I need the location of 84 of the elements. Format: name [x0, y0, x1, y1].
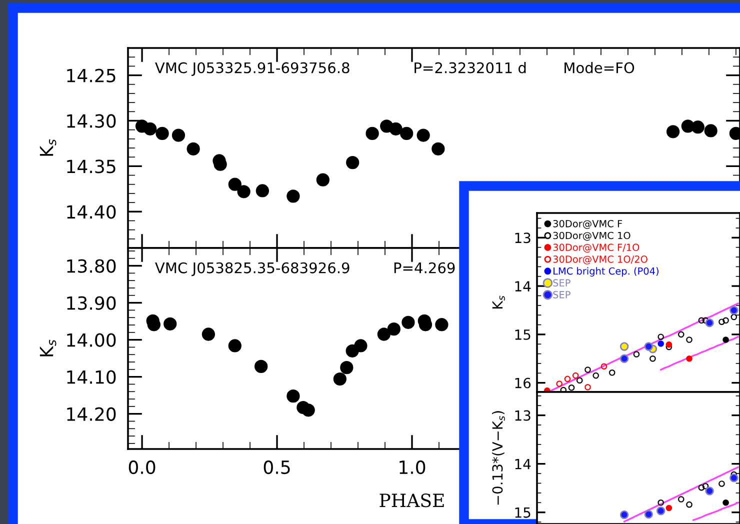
y-tick-label: 14.20 [67, 407, 116, 421]
annotation: VMC J053325.91-693756.8 [155, 62, 350, 76]
point [186, 142, 200, 156]
y-tick-label: 15 [515, 330, 530, 340]
x-tick-label: 1.0 [400, 460, 426, 474]
point [730, 474, 738, 482]
point [416, 128, 430, 142]
point [666, 125, 680, 138]
point [346, 156, 360, 170]
y-axis-title: K$_{s}$ [492, 296, 505, 308]
point [620, 510, 629, 520]
point [691, 120, 704, 134]
y-axis-title: −0.13*(V−K$_{s}$) [492, 411, 505, 505]
y-tick-label: 13 [515, 232, 530, 244]
point [144, 122, 157, 136]
legend-label: SEP [553, 291, 570, 298]
y-tick-label: 15 [515, 508, 530, 518]
legend-label: 30Dor@VMC 1O [553, 232, 630, 241]
y-tick-label: 13 [515, 410, 530, 421]
point [377, 328, 390, 341]
point [722, 336, 729, 343]
x-tick-label: 0.5 [264, 460, 290, 474]
point [256, 184, 270, 198]
point [432, 142, 445, 156]
x-axis-title: PHASE [380, 494, 444, 508]
point [686, 355, 692, 362]
y-axis-title: K$_{s}$ [40, 139, 56, 156]
point [172, 128, 186, 142]
point [730, 306, 738, 315]
legend-label: LMC bright Cep. (P04) [554, 267, 658, 277]
legend-label: 30Dor@VMC F/1O [553, 244, 640, 253]
y-tick-label: 14 [515, 281, 531, 292]
point [354, 339, 368, 352]
annotation: P=4.269 [394, 262, 455, 274]
point [156, 126, 169, 140]
point [316, 173, 330, 186]
y-tick-label: 14.25 [67, 68, 116, 82]
point [666, 341, 672, 348]
annotation: VMC J053825.35-683926.9 [155, 262, 350, 276]
y-tick-label: 16 [515, 378, 531, 388]
point [400, 126, 414, 140]
point [228, 339, 242, 352]
point [704, 124, 718, 138]
legend-label: SEP [553, 279, 570, 287]
line-series [660, 336, 739, 371]
point [202, 328, 216, 341]
y-tick-label: 14.10 [67, 370, 116, 384]
point [286, 190, 300, 203]
point [620, 342, 629, 351]
y-tick-label: 13.80 [67, 259, 116, 273]
legend-label: 30Dor@VMC 1O/2O [553, 255, 648, 264]
point [644, 342, 654, 351]
point [340, 360, 354, 374]
point [302, 404, 315, 417]
annotation: Mode=FO [564, 62, 634, 74]
point [620, 354, 629, 363]
point [366, 126, 379, 140]
x-tick-label: 0.0 [128, 460, 156, 474]
point [333, 372, 346, 386]
point [228, 178, 242, 191]
point [666, 504, 672, 512]
y-tick-label: 14.40 [67, 205, 116, 219]
point [387, 322, 400, 336]
point [254, 360, 268, 374]
point [722, 499, 729, 506]
point [164, 317, 177, 330]
point [705, 318, 714, 328]
point [705, 486, 714, 496]
y-tick-label: 14.30 [67, 114, 116, 128]
y-tick-label: 13.90 [67, 296, 116, 310]
point [644, 510, 654, 519]
y-axis-title: K$_{s}$ [40, 340, 56, 356]
y-tick-label: 14.00 [67, 333, 116, 347]
point [656, 506, 666, 516]
point [402, 316, 415, 329]
point [389, 122, 402, 136]
point [658, 340, 664, 347]
point [435, 318, 448, 332]
annotation: P=2.3232011 d [414, 62, 526, 74]
y-tick-label: 14 [515, 458, 531, 470]
legend-label: 30Dor@VMC F [553, 220, 622, 229]
point [286, 390, 300, 403]
y-tick-label: 14.35 [67, 160, 116, 174]
point [237, 185, 250, 198]
